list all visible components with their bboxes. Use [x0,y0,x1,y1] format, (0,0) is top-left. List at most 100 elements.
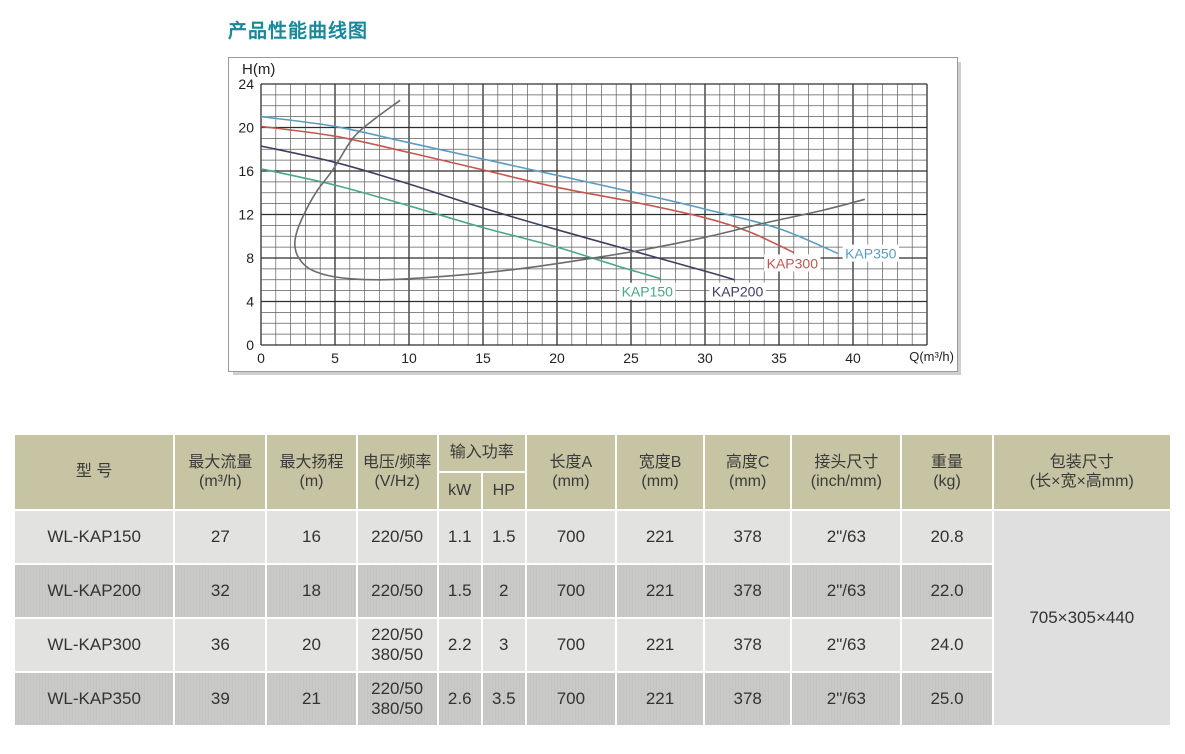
cell-height: 378 [705,619,791,671]
performance-chart: H(m) KAP150 KAP200 KAP300 KAP350 0 5 10 15 20 25 3… [228,57,958,372]
cell-package-size: 705×305×440 [993,511,1170,725]
header-width-b: 宽度B (mm) [616,435,704,509]
curve-unlabeled-gray-curve [294,99,866,281]
header-package: 包装尺寸 (长×宽×高mm) [993,435,1170,509]
cell-head: 16 [267,511,356,563]
header-max-head-unit: (m) [299,473,324,490]
y-tick-16: 16 [238,163,254,179]
y-tick-8: 8 [246,250,254,266]
cell-hp: 3.5 [482,673,525,725]
x-tick-25: 25 [623,350,639,366]
cell-length: 700 [526,619,615,671]
header-length-a: 长度A (mm) [526,435,615,509]
header-connector-title: 接头尺寸 [814,453,879,471]
x-tick-5: 5 [331,350,339,366]
header-package-title: 包装尺寸 [1049,453,1114,471]
x-tick-30: 30 [697,350,713,366]
cell-connector: 2"/63 [792,619,901,671]
curve-label-KAP300: KAP300 [767,255,819,271]
table-row-kap200: WL-KAP200 32 18 220/50 1.5 2 700 221 378… [15,565,1170,617]
x-axis-label: Q(m³/h) [909,349,954,364]
cell-head: 21 [267,673,356,725]
cell-length: 700 [526,511,615,563]
cell-kw: 2.2 [438,619,481,671]
cell-weight: 22.0 [902,565,992,617]
x-tick-10: 10 [401,350,417,366]
header-width-b-title: 宽度B [638,453,682,471]
cell-height: 378 [705,511,791,563]
cell-width: 221 [616,511,704,563]
header-height-c: 高度C (mm) [705,435,791,509]
header-max-flow: 最大流量 (m³/h) [175,435,266,509]
cell-flow: 39 [175,673,266,725]
cell-kw: 2.6 [438,673,481,725]
header-weight-unit: (kg) [933,473,961,490]
y-tick-24: 24 [238,76,254,92]
cell-head: 20 [267,619,356,671]
cell-voltage: 220/50 [357,511,437,563]
cell-voltage: 220/50 380/50 [357,619,437,671]
cell-weight: 25.0 [902,673,992,725]
header-weight: 重量 (kg) [902,435,992,509]
y-tick-20: 20 [238,120,254,136]
y-axis-label: H(m) [242,61,276,78]
header-max-head-title: 最大扬程 [279,453,344,471]
cell-model: WL-KAP350 [15,673,174,725]
cell-voltage: 220/50 380/50 [357,673,437,725]
curve-label-bg-KAP350 [842,244,899,262]
table-row-kap300: WL-KAP300 36 20 220/50 380/50 2.2 3 700 … [15,619,1170,671]
cell-length: 700 [526,673,615,725]
cell-width: 221 [616,673,704,725]
header-height-c-title: 高度C [725,453,770,471]
cell-weight: 20.8 [902,511,992,563]
header-max-head: 最大扬程 (m) [267,435,356,509]
cell-model: WL-KAP200 [15,565,174,617]
header-voltage-title: 电压/频率 [362,453,432,471]
x-tick-20: 20 [549,350,565,366]
cell-hp: 1.5 [482,511,525,563]
header-max-flow-title: 最大流量 [188,453,253,471]
header-height-c-unit: (mm) [729,473,767,490]
curve-label-bg-KAP200 [709,282,766,300]
cell-flow: 32 [175,565,266,617]
y-tick-4: 4 [246,294,254,310]
cell-hp: 3 [482,619,525,671]
cell-hp: 2 [482,565,525,617]
cell-width: 221 [616,565,704,617]
header-input-power: 输入功率 [438,435,525,471]
cell-kw: 1.5 [438,565,481,617]
page-title: 产品性能曲线图 [228,21,369,42]
curve-label-bg-KAP300 [764,254,821,272]
curve-label-KAP350: KAP350 [845,246,897,262]
cell-connector: 2"/63 [792,565,901,617]
cell-length: 700 [526,565,615,617]
header-max-flow-unit: (m³/h) [199,473,242,490]
cell-connector: 2"/63 [792,673,901,725]
cell-model: WL-KAP150 [15,511,174,563]
header-hp: HP [482,473,525,509]
curve-KAP350 [260,115,839,255]
curve-label-KAP200: KAP200 [712,284,764,300]
x-tick-35: 35 [771,350,787,366]
header-connector-unit: (inch/mm) [810,473,882,490]
curve-KAP150 [260,168,661,280]
curve-label-KAP150: KAP150 [622,284,674,300]
header-length-a-title: 长度A [549,453,593,471]
y-tick-12: 12 [238,207,254,223]
curve-label-bg-KAP150 [619,282,676,300]
header-connector: 接头尺寸 (inch/mm) [792,435,901,509]
header-voltage: 电压/频率 (V/Hz) [357,435,437,509]
spec-table: 型 号 最大流量 (m³/h) 最大扬程 (m) 电压/频率 (V/Hz) 输入… [13,433,1172,727]
cell-head: 18 [267,565,356,617]
cell-voltage: 220/50 [357,565,437,617]
cell-connector: 2"/63 [792,511,901,563]
header-width-b-unit: (mm) [641,473,679,490]
x-tick-40: 40 [845,350,861,366]
header-voltage-unit: (V/Hz) [374,473,420,490]
header-weight-title: 重量 [931,453,964,471]
x-tick-0: 0 [257,350,265,366]
table-row-kap150: WL-KAP150 27 16 220/50 1.1 1.5 700 221 3… [15,511,1170,725]
cell-height: 378 [705,565,791,617]
